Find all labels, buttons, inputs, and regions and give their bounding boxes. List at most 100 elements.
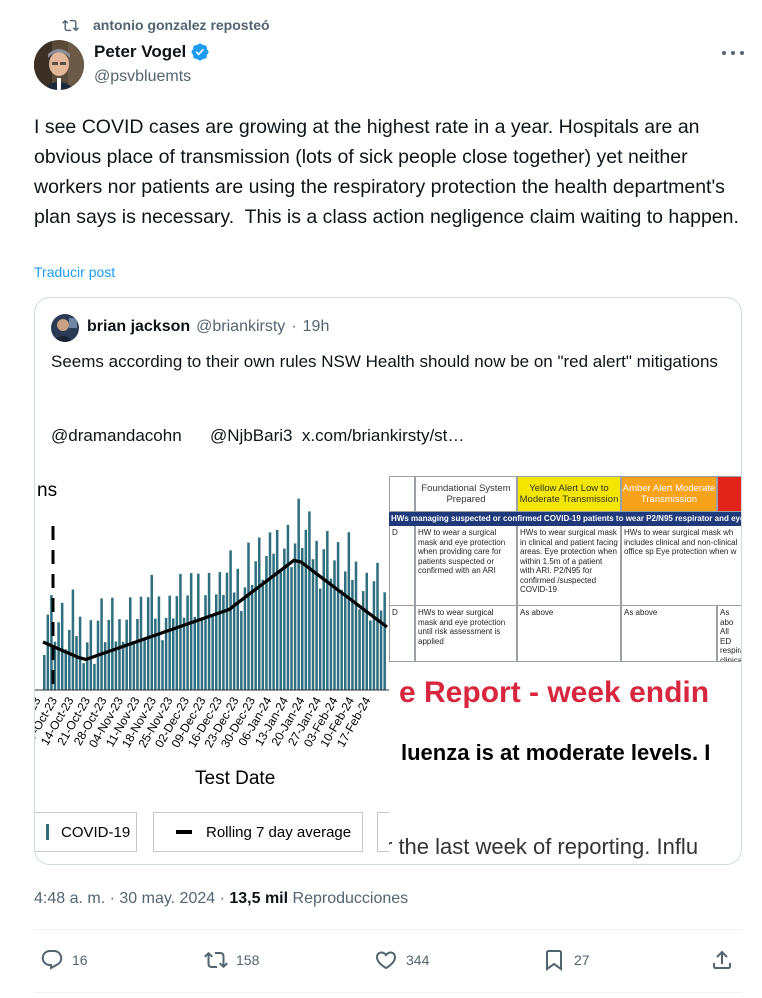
chart-bar [89,620,93,690]
row-red-cell: As abo All ED respira clinica care [717,606,741,662]
chart-bar [93,663,96,690]
chart-bar [204,595,207,690]
repost-button[interactable]: 158 [204,948,259,972]
chart-bar [168,595,171,690]
legend-label-covid: COVID-19 [61,823,131,841]
quote-media[interactable]: ns 30-Sep-23 07-Oct-23 14-Oct-23 21-Oct-23 2… [35,470,741,864]
chart-bar [154,618,157,690]
repost-indicator[interactable]: antonio gonzalez reposteó [62,14,270,36]
row-yellow-cell: HWs to wear surgical mask in clinical an… [517,526,621,606]
chart-bar [86,642,89,690]
chart-bar [279,572,283,690]
chart-bar [383,592,386,690]
repost-icon [62,19,79,31]
share-icon [713,950,731,969]
chart-bar [358,609,361,690]
chart-bar [275,529,279,690]
legend-swatch-bar [46,824,49,840]
post-text: I see COVID cases are growing at the hig… [34,116,739,228]
share-button[interactable] [710,948,742,972]
chart-bar [71,589,75,690]
chart-bar [326,530,329,690]
quote-author-avatar[interactable] [51,314,79,342]
chart-bar [351,579,354,690]
views-label: Reproducciones [288,890,409,907]
chart-bar [315,540,318,690]
chart-bar [318,588,322,690]
chart-bar [50,595,53,691]
bookmark-button[interactable]: 27 [542,948,590,972]
reply-button[interactable]: 16 [40,948,88,972]
author-name[interactable]: Peter Vogel [94,42,187,61]
row-amber-cell: As above [621,606,717,662]
chart-bar [272,553,275,690]
chart-bar [265,556,268,690]
like-button[interactable]: 344 [374,948,429,972]
chart-bar [157,596,161,690]
chart-bar [186,595,189,690]
chart-bar [132,641,136,690]
chart-bar [218,572,222,690]
legend-item-rolling-average: Rolling 7 day average [153,812,363,852]
chart-title-fragment: ns [37,480,58,501]
chart-bar [329,578,333,690]
legend-item-covid: COVID-19 [35,812,137,852]
more-dot-icon [731,51,735,55]
chart-bar [43,655,46,690]
header-red-alert [717,476,741,512]
chart-bar [322,549,326,690]
quote-author-name: brian jackson [87,318,191,335]
row-label: D [389,526,415,606]
chart-bar [236,568,240,690]
chart-bar [336,542,340,690]
chart-bar [118,619,121,690]
author-handle[interactable]: @psvbluemts [94,68,192,85]
chart-bar [136,618,139,690]
header-amber-alert: Amber Alert Moderate Transmission [621,476,717,512]
chart-bar [75,636,78,690]
last-week-line: r the last week of reporting. Influ [389,834,699,859]
quoted-post[interactable]: brian jackson @briankirsty · 19h Seems a… [34,297,742,865]
row-foundational-cell: HWs to wear surgical mask and eye protec… [415,606,517,662]
chart-bar [333,560,336,691]
alert-table-header: Foundational System Prepared Yellow Aler… [389,476,741,512]
chart-bar [200,617,204,690]
quote-time: 19h [302,318,330,335]
chart-bar [57,622,60,690]
reply-icon [41,950,63,970]
more-dot-icon [740,51,744,55]
chart-bar [254,561,257,690]
chart-bar [114,641,118,690]
chart-image[interactable]: ns 30-Sep-23 07-Oct-23 14-Oct-23 21-Oct-23 2… [35,470,389,864]
chart-bar [301,548,304,690]
chart-bar [354,561,358,691]
post-timestamp[interactable]: 4:48 a. m. · 30 may. 2024 · [34,890,230,907]
chart-bar [340,589,343,690]
chart-bar [369,620,372,690]
report-image[interactable]: Foundational System Prepared Yellow Aler… [389,470,741,864]
translate-post-link[interactable]: Traducir post [34,264,116,280]
chart-bar [121,641,125,690]
rolling-average-line [42,558,388,662]
like-count: 344 [406,952,430,968]
legend-item-cut [377,812,389,852]
legend-label-rolling: Rolling 7 day average [206,823,352,841]
author-avatar[interactable] [34,40,84,90]
chart-bar [261,579,265,690]
more-options-button[interactable] [722,46,744,60]
chart-bar [68,629,71,690]
chart-bar [189,573,193,690]
chart-bar [197,573,200,690]
chart-bar [240,611,243,690]
chart-bar [379,610,383,690]
chart-bar [268,532,272,691]
chart-legend: COVID-19 Rolling 7 day average [35,810,389,854]
quote-links: @dramandacohn @NjbBari3 x.com/briankirst… [51,426,464,446]
chart-bar [232,592,236,690]
more-dot-icon [722,51,726,55]
verified-badge-icon [191,43,209,61]
heart-icon [375,951,397,970]
chart-bar [182,617,186,690]
quote-text: Seems according to their own rules NSW H… [51,352,718,371]
chart-bar [286,524,290,690]
